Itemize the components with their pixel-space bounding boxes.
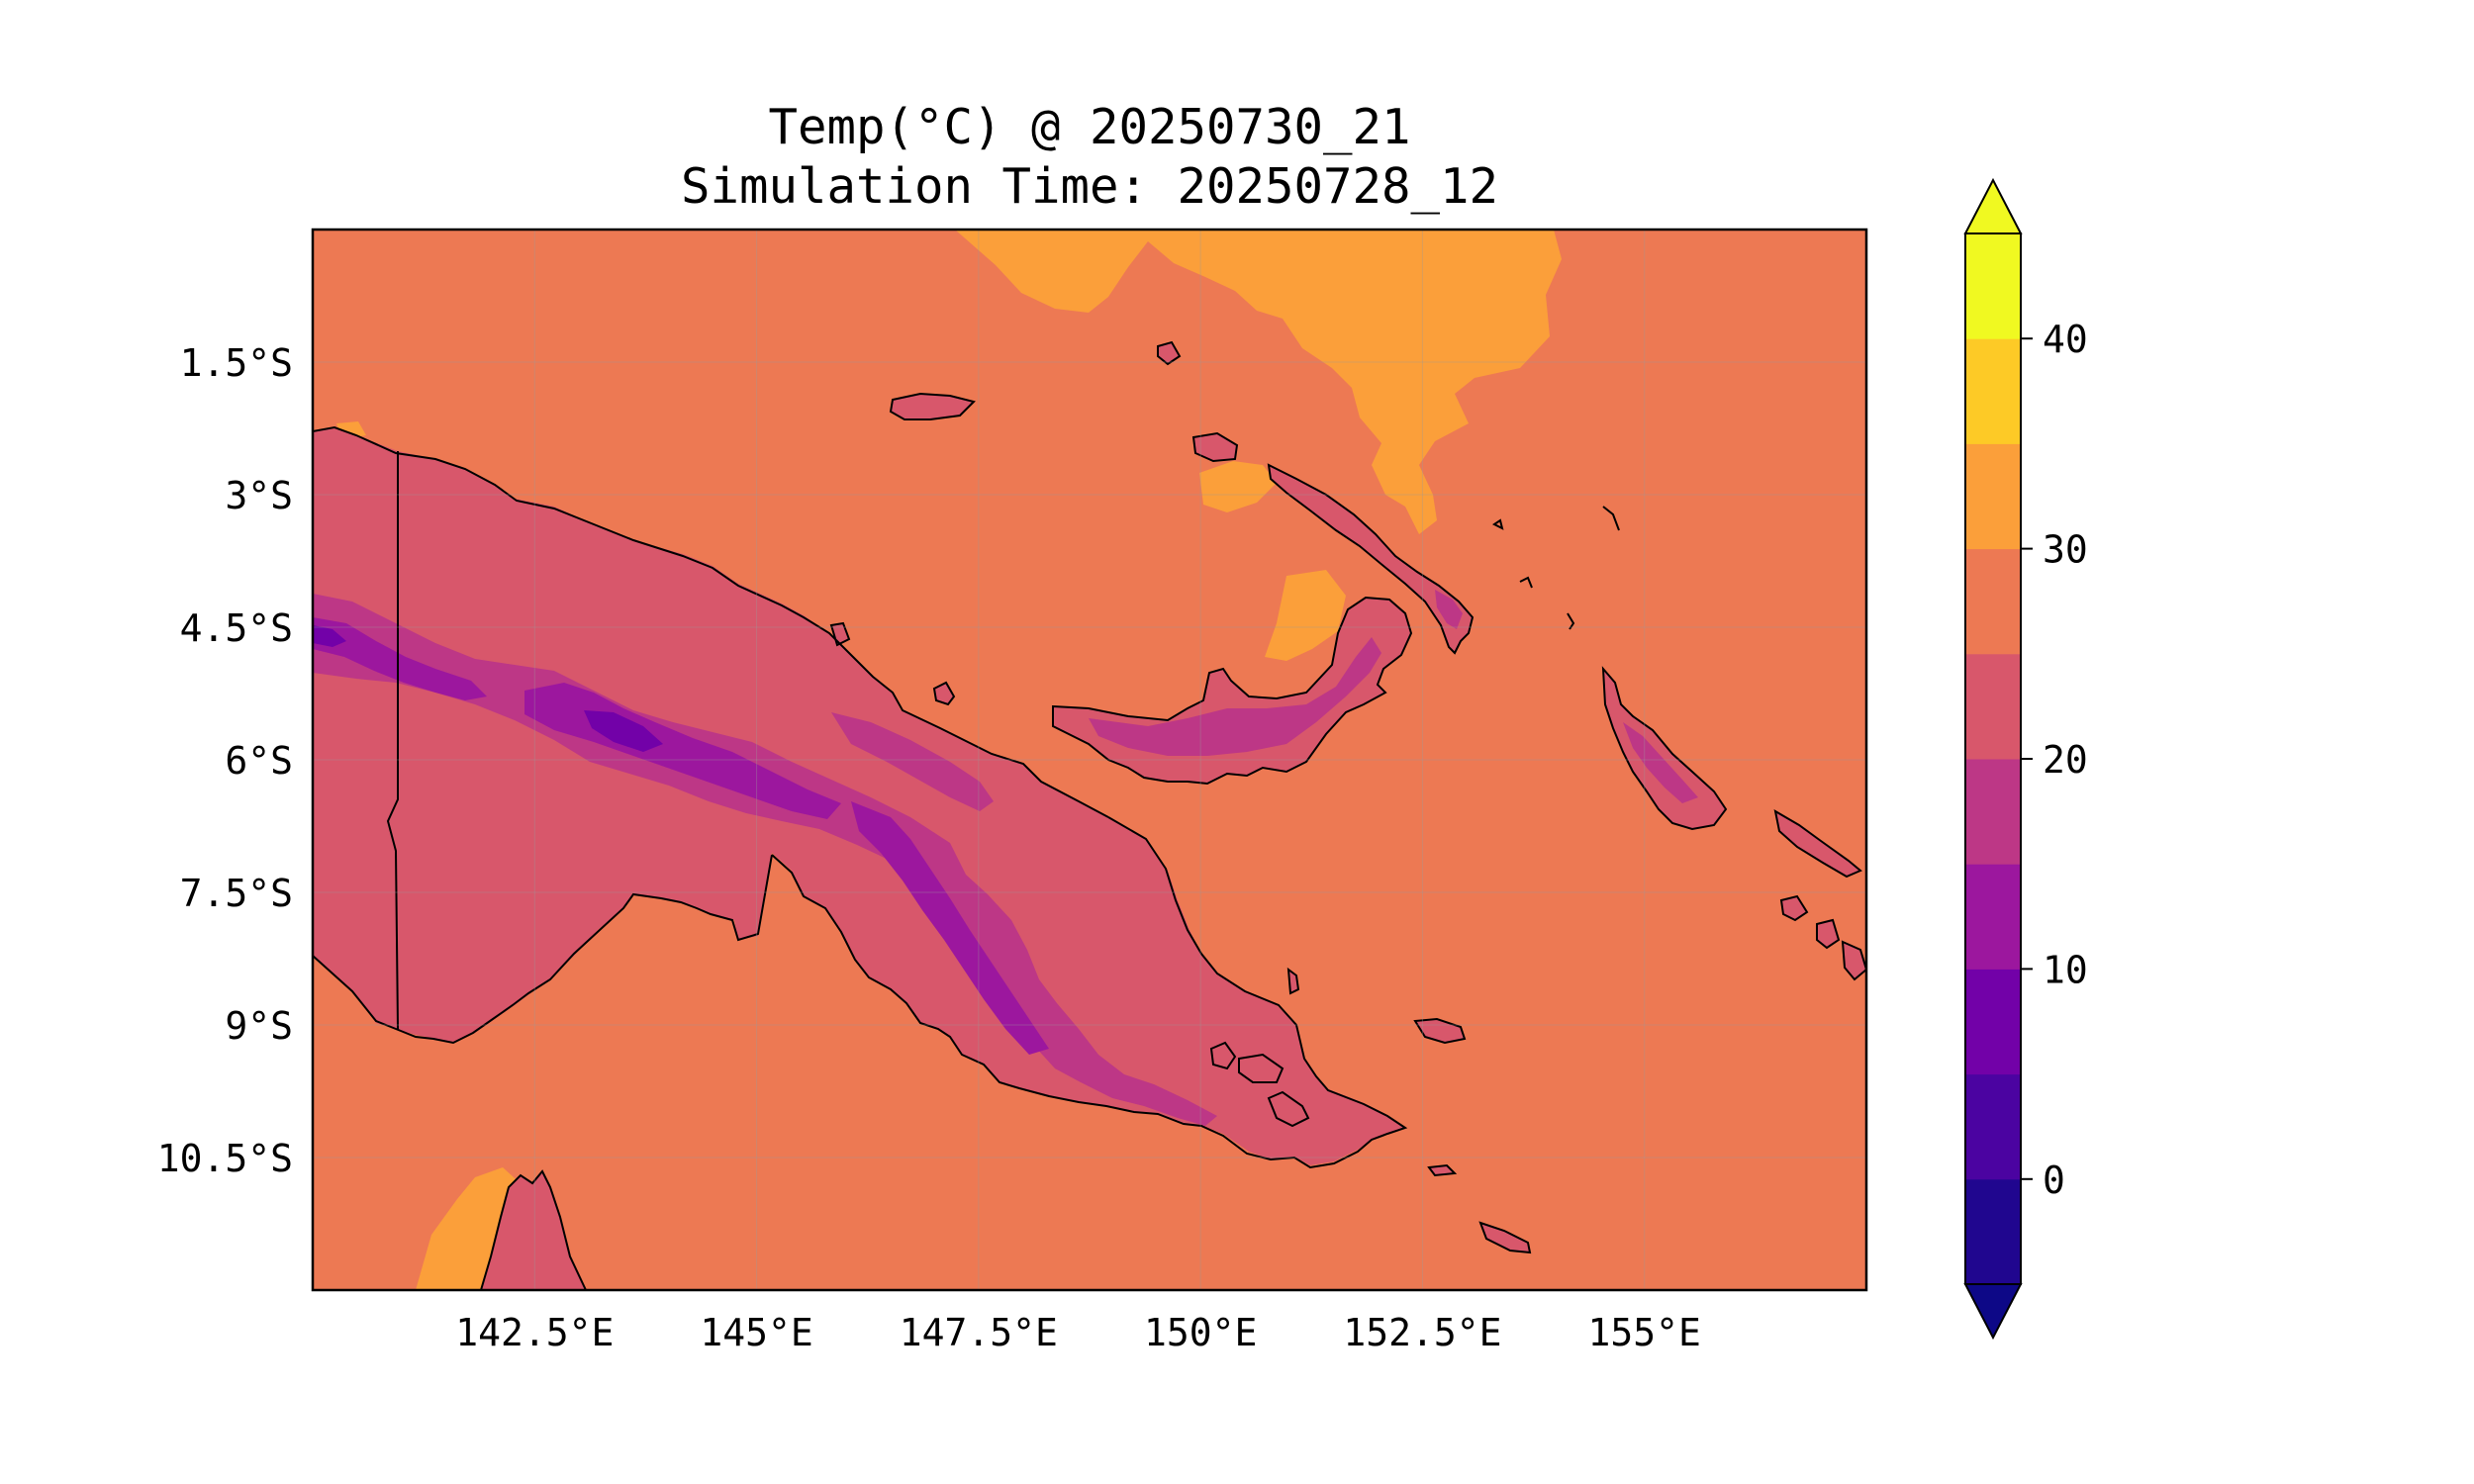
latitude-tick-label: 4.5°S — [180, 606, 293, 650]
new-britain-highlands — [1089, 637, 1381, 756]
coastline-islet-1 — [1602, 506, 1620, 531]
coastline-rossel — [1478, 1221, 1532, 1254]
coastline-new-guinea-south — [313, 854, 773, 1045]
border-line — [386, 451, 399, 1030]
cape-york-peninsula — [481, 1171, 586, 1290]
colorbar-tick-label: 10 — [2043, 948, 2088, 991]
latitude-tick-label: 6°S — [225, 739, 293, 783]
coastline-goodenough — [1209, 1041, 1237, 1070]
longitude-tick-label: 155°E — [1588, 1311, 1701, 1354]
colorbar-tick-label: 0 — [2043, 1159, 2065, 1202]
manus-island — [891, 394, 974, 419]
latitude-tick-label: 7.5°S — [180, 872, 293, 915]
warm-sea-region-bismarck — [1199, 461, 1277, 512]
colorbar-bin — [1965, 969, 2021, 1075]
colorbar-tick-label: 30 — [2043, 528, 2088, 572]
new-georgia-island — [1817, 920, 1839, 948]
colorbar-bin — [1965, 1073, 2021, 1180]
peak-zone-west — [313, 617, 487, 700]
choiseul-island — [1775, 811, 1860, 877]
colorbar-tick-label: 20 — [2043, 738, 2088, 782]
rossel-island — [1480, 1223, 1530, 1252]
highlands-north-range — [831, 712, 994, 811]
coastline-solomon-east — [1841, 940, 1866, 981]
coastline-manus — [889, 392, 976, 420]
new-ireland-island — [1269, 465, 1473, 653]
coastline-new-guinea-north — [313, 425, 1109, 818]
latitude-tick-label: 1.5°S — [180, 341, 293, 385]
coastline-normanby — [1267, 1090, 1310, 1128]
latitude-tick-label: 10.5°S — [157, 1137, 293, 1180]
coastline-umboi — [932, 681, 956, 706]
coastline-new-guinea-east — [771, 816, 1408, 1169]
colorbar: 0 10 20 30 40 — [1963, 177, 2088, 1341]
coastline-small-island-1 — [1157, 340, 1182, 366]
coastline-new-hanover — [1191, 431, 1239, 463]
coastline-karkar — [829, 621, 851, 647]
latitude-axis: 1.5°S 3°S 4.5°S 6°S 7.5°S 9°S 10.5°S — [157, 341, 293, 1180]
colorbar-bin — [1965, 864, 2021, 970]
coastline-new-britain — [1052, 596, 1413, 786]
new-hanover-island — [1193, 433, 1237, 461]
coastline-bougainville — [1601, 666, 1728, 831]
longitude-tick-label: 147.5°E — [900, 1311, 1058, 1354]
normanby-island — [1269, 1092, 1308, 1126]
longitude-tick-label: 142.5°E — [455, 1311, 614, 1354]
summit-zone-west — [313, 625, 346, 647]
new-ireland-highlands — [1435, 590, 1463, 629]
bougainville-island — [1603, 669, 1726, 829]
colorbar-bin — [1965, 548, 2021, 655]
colorbar-bin — [1965, 443, 2021, 550]
summit-zone — [584, 710, 663, 752]
longitude-axis: 142.5°E 145°E 147.5°E 150°E 152.5°E 155°E — [455, 1311, 1701, 1354]
longitude-tick-label: 150°E — [1144, 1311, 1257, 1354]
coastline-new-ireland — [1267, 463, 1475, 655]
latitude-tick-label: 3°S — [225, 474, 293, 517]
map-subtitle: Simulation Time: 20250728_12 — [680, 158, 1498, 215]
colorbar-bin — [1965, 233, 2021, 339]
colorbar-tick-label: 40 — [2043, 318, 2088, 361]
coastline-fergusson — [1238, 1053, 1285, 1083]
colorbar-bin — [1965, 653, 2021, 760]
map-frame — [311, 228, 1868, 1292]
coastline-tagula — [1427, 1163, 1458, 1177]
central-highlands — [313, 594, 1217, 1126]
coastline-trobriand — [1286, 967, 1300, 995]
coastline-islet-4 — [1492, 518, 1504, 530]
temperature-map — [313, 230, 1866, 1290]
colorbar-bin — [1965, 759, 2021, 865]
longitude-tick-label: 145°E — [700, 1311, 812, 1354]
map-title: Temp(°C) @ 20250730_21 — [768, 99, 1411, 155]
colorbar-extend-max — [1963, 177, 2023, 234]
coastline-islet-2 — [1519, 576, 1533, 589]
warm-sea-region-newbritain — [1265, 570, 1346, 661]
peak-zone-east — [851, 801, 1049, 1055]
longitude-tick-label: 152.5°E — [1343, 1311, 1501, 1354]
coastline-cape-york — [480, 1169, 587, 1290]
coastline-islet-3 — [1567, 612, 1575, 630]
coastline-new-georgia — [1816, 918, 1841, 950]
latitude-tick-label: 9°S — [225, 1004, 293, 1048]
colorbar-bin — [1965, 1178, 2021, 1285]
bougainville-highlands — [1623, 722, 1698, 803]
coastline-layer — [313, 340, 1866, 1290]
gridline-layer — [313, 230, 1866, 1290]
colorbar-extend-min — [1963, 1283, 2023, 1341]
coastline-choiseul — [1773, 809, 1862, 879]
warm-sea-region-north — [955, 230, 1562, 534]
coastline-woodlark — [1413, 1017, 1467, 1045]
coastline-santa-isabel — [1779, 894, 1809, 922]
colorbar-bin — [1965, 338, 2021, 444]
